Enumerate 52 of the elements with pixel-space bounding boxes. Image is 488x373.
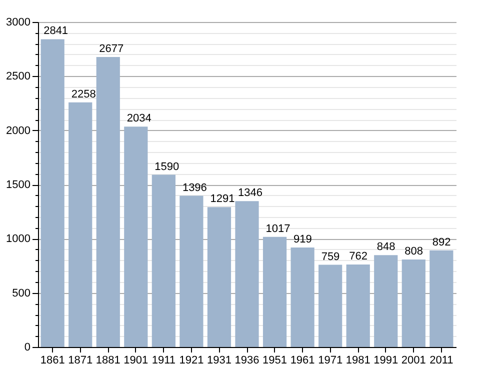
data-label: 1590 xyxy=(154,160,180,173)
data-label: 1017 xyxy=(266,222,290,235)
data-label: 1291 xyxy=(210,193,235,206)
bar xyxy=(96,56,120,347)
bar xyxy=(262,236,287,347)
bar xyxy=(152,174,176,347)
data-label: 762 xyxy=(349,250,368,262)
bar xyxy=(40,39,64,347)
data-label: 2034 xyxy=(126,112,152,125)
bar xyxy=(402,259,426,347)
y-tick-label: 2000 xyxy=(6,124,30,137)
x-tick-label: 1901 xyxy=(124,354,148,366)
bar xyxy=(180,196,204,347)
y-tick-label: 2500 xyxy=(6,70,30,83)
y-tick-label: 0 xyxy=(24,342,30,354)
bar xyxy=(68,102,92,347)
x-tick-label: 2001 xyxy=(401,354,426,366)
data-label: 2677 xyxy=(99,42,124,55)
x-tick-label: 1931 xyxy=(206,354,232,366)
x-tick-label: 2011 xyxy=(430,354,454,366)
data-label: 1346 xyxy=(238,187,262,200)
data-label: 848 xyxy=(376,241,396,254)
x-tick-label: 1861 xyxy=(40,354,65,366)
bar xyxy=(207,207,232,347)
data-label: 1396 xyxy=(182,182,207,194)
bar xyxy=(290,247,314,347)
bar xyxy=(235,201,259,347)
data-label: 919 xyxy=(294,233,312,246)
y-tick-label: 1500 xyxy=(6,179,30,191)
x-tick-label: 1911 xyxy=(152,354,176,366)
y-tick-label: 500 xyxy=(12,287,30,300)
x-tick-label: 1936 xyxy=(234,354,260,366)
data-label: 892 xyxy=(432,236,451,248)
bar xyxy=(318,264,342,347)
data-label: 808 xyxy=(404,245,424,258)
data-label: 2258 xyxy=(71,88,96,100)
x-tick-label: 1991 xyxy=(374,354,398,366)
data-label: 2841 xyxy=(44,25,68,38)
x-tick-label: 1871 xyxy=(68,354,93,366)
y-tick-label: 3000 xyxy=(6,16,30,28)
x-tick-label: 1981 xyxy=(346,354,370,366)
x-tick-label: 1961 xyxy=(290,354,315,366)
bar xyxy=(374,255,398,347)
x-tick-label: 1921 xyxy=(179,354,204,366)
data-label: 759 xyxy=(321,250,340,263)
x-tick-label: 1951 xyxy=(262,354,288,366)
y-tick-label: 1000 xyxy=(6,233,30,246)
x-tick-label: 1971 xyxy=(318,354,343,366)
x-tick-label: 1881 xyxy=(96,354,120,366)
bar xyxy=(124,126,148,347)
bar xyxy=(346,264,370,347)
bar xyxy=(430,250,454,347)
